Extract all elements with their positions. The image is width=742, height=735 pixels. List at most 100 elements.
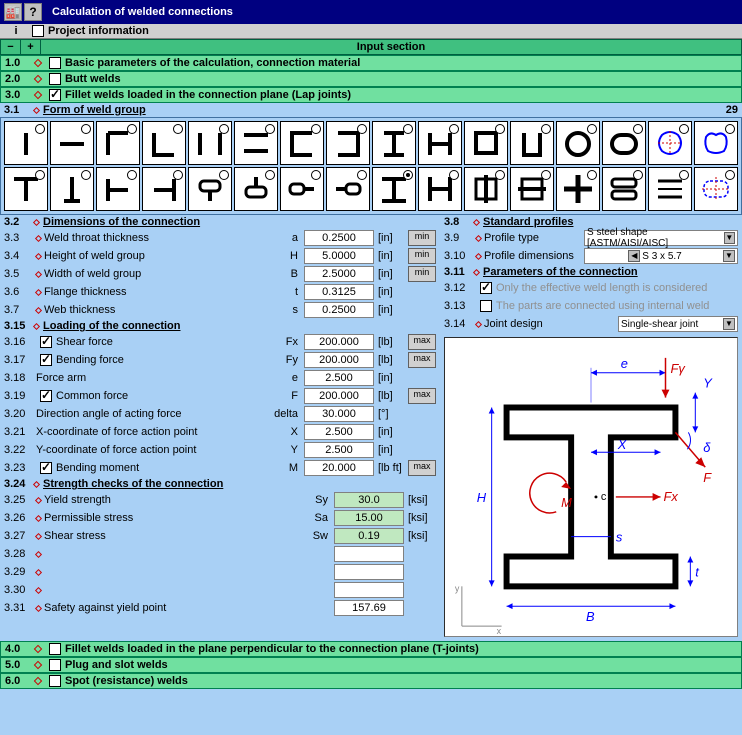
btn-min-3.3[interactable]: min: [408, 230, 436, 246]
input-3.16[interactable]: [304, 334, 374, 350]
sub-3-1: 3.1 Form of weld group 29: [0, 103, 742, 117]
help-icon[interactable]: ?: [24, 3, 42, 21]
weld-shape-16[interactable]: [694, 121, 738, 165]
weld-shape-grid: [0, 117, 742, 215]
s6-checkbox[interactable]: [49, 675, 61, 687]
sub-3-24: 3.24 Strength checks of the connection: [0, 477, 440, 491]
param-3.28: 3.28: [0, 545, 440, 563]
select-3.10[interactable]: ◀S 3 x 5.7▼: [584, 248, 738, 264]
section-4[interactable]: 4.0 Fillet welds loaded in the plane per…: [0, 641, 742, 657]
weld-shape-23[interactable]: [280, 167, 324, 211]
input-3.26[interactable]: [334, 510, 404, 526]
select-3.9[interactable]: S steel shape [ASTM/AISI/AISC]▼: [584, 230, 738, 246]
input-3.29[interactable]: [334, 564, 404, 580]
input-3.7[interactable]: [304, 302, 374, 318]
weld-shape-19[interactable]: [96, 167, 140, 211]
s2-checkbox[interactable]: [49, 73, 61, 85]
joint-design-select[interactable]: Single-shear joint ▼: [618, 316, 738, 332]
input-3.28[interactable]: [334, 546, 404, 562]
input-3.20[interactable]: [304, 406, 374, 422]
input-3.19[interactable]: [304, 388, 374, 404]
input-3.27[interactable]: [334, 528, 404, 544]
s4-checkbox[interactable]: [49, 643, 61, 655]
chk-3.17[interactable]: [40, 354, 52, 366]
svg-text:H: H: [477, 490, 487, 505]
weld-shape-21[interactable]: [188, 167, 232, 211]
input-3.31[interactable]: [334, 600, 404, 616]
weld-shape-14[interactable]: [602, 121, 646, 165]
chk-3.19[interactable]: [40, 390, 52, 402]
btn-min-3.4[interactable]: min: [408, 248, 436, 264]
chk-3.16[interactable]: [40, 336, 52, 348]
s5-checkbox[interactable]: [49, 659, 61, 671]
collapse-btn[interactable]: −: [1, 40, 21, 54]
input-3.17[interactable]: [304, 352, 374, 368]
btn-max-3.17[interactable]: max: [408, 352, 436, 368]
sub-3-15: 3.15 Loading of the connection: [0, 319, 440, 333]
weld-shape-1[interactable]: [4, 121, 48, 165]
weld-shape-30[interactable]: [602, 167, 646, 211]
param-3.29: 3.29: [0, 563, 440, 581]
app-icon[interactable]: 🏭: [4, 3, 22, 21]
weld-shape-11[interactable]: [464, 121, 508, 165]
prev-icon[interactable]: ◀: [628, 250, 640, 262]
title-bar: 🏭 ? Calculation of welded connections: [0, 0, 742, 24]
input-3.18[interactable]: [304, 370, 374, 386]
weld-shape-26[interactable]: [418, 167, 462, 211]
param-3.4: 3.4Height of weld groupH[in]min: [0, 247, 440, 265]
section-3[interactable]: 3.0 Fillet welds loaded in the connectio…: [0, 87, 742, 103]
weld-shape-15[interactable]: [648, 121, 692, 165]
section-1[interactable]: 1.0 Basic parameters of the calculation,…: [0, 55, 742, 71]
input-3.4[interactable]: [304, 248, 374, 264]
chk-3.13[interactable]: [480, 300, 492, 312]
btn-max-3.19[interactable]: max: [408, 388, 436, 404]
s1-checkbox[interactable]: [49, 57, 61, 69]
weld-shape-9[interactable]: [372, 121, 416, 165]
btn-max-3.23[interactable]: max: [408, 460, 436, 476]
weld-shape-25[interactable]: [372, 167, 416, 211]
input-3.3[interactable]: [304, 230, 374, 246]
section-6[interactable]: 6.0 Spot (resistance) welds: [0, 673, 742, 689]
weld-shape-7[interactable]: [280, 121, 324, 165]
weld-shape-18[interactable]: [50, 167, 94, 211]
weld-shape-10[interactable]: [418, 121, 462, 165]
input-3.30[interactable]: [334, 582, 404, 598]
input-3.6[interactable]: [304, 284, 374, 300]
chk-3.23[interactable]: [40, 462, 52, 474]
input-3.25[interactable]: [334, 492, 404, 508]
weld-shape-13[interactable]: [556, 121, 600, 165]
param-3.6: 3.6Flange thicknesst[in]: [0, 283, 440, 301]
weld-shape-8[interactable]: [326, 121, 370, 165]
svg-text:B: B: [586, 609, 595, 624]
param-3.30: 3.30: [0, 581, 440, 599]
btn-max-3.16[interactable]: max: [408, 334, 436, 350]
weld-shape-3[interactable]: [96, 121, 140, 165]
weld-shape-22[interactable]: [234, 167, 278, 211]
info-checkbox[interactable]: [32, 25, 44, 37]
expand-btn[interactable]: +: [21, 40, 41, 54]
weld-shape-24[interactable]: [326, 167, 370, 211]
weld-shape-27[interactable]: [464, 167, 508, 211]
input-3.22[interactable]: [304, 442, 374, 458]
weld-shape-17[interactable]: [4, 167, 48, 211]
weld-shape-20[interactable]: [142, 167, 186, 211]
weld-shape-29[interactable]: [556, 167, 600, 211]
weld-shape-32[interactable]: [694, 167, 738, 211]
weld-shape-12[interactable]: [510, 121, 554, 165]
weld-shape-5[interactable]: [188, 121, 232, 165]
s3-checkbox[interactable]: [49, 89, 61, 101]
section-5[interactable]: 5.0 Plug and slot welds: [0, 657, 742, 673]
input-section-label: Input section: [41, 40, 741, 54]
chk-3.12[interactable]: [480, 282, 492, 294]
weld-shape-2[interactable]: [50, 121, 94, 165]
input-3.5[interactable]: [304, 266, 374, 282]
weld-shape-31[interactable]: [648, 167, 692, 211]
section-2[interactable]: 2.0 Butt welds: [0, 71, 742, 87]
weld-shape-4[interactable]: [142, 121, 186, 165]
btn-min-3.5[interactable]: min: [408, 266, 436, 282]
weld-shape-6[interactable]: [234, 121, 278, 165]
param-3.16: 3.16Shear forceFx[lb]max: [0, 333, 440, 351]
input-3.23[interactable]: [304, 460, 374, 476]
weld-shape-28[interactable]: [510, 167, 554, 211]
input-3.21[interactable]: [304, 424, 374, 440]
